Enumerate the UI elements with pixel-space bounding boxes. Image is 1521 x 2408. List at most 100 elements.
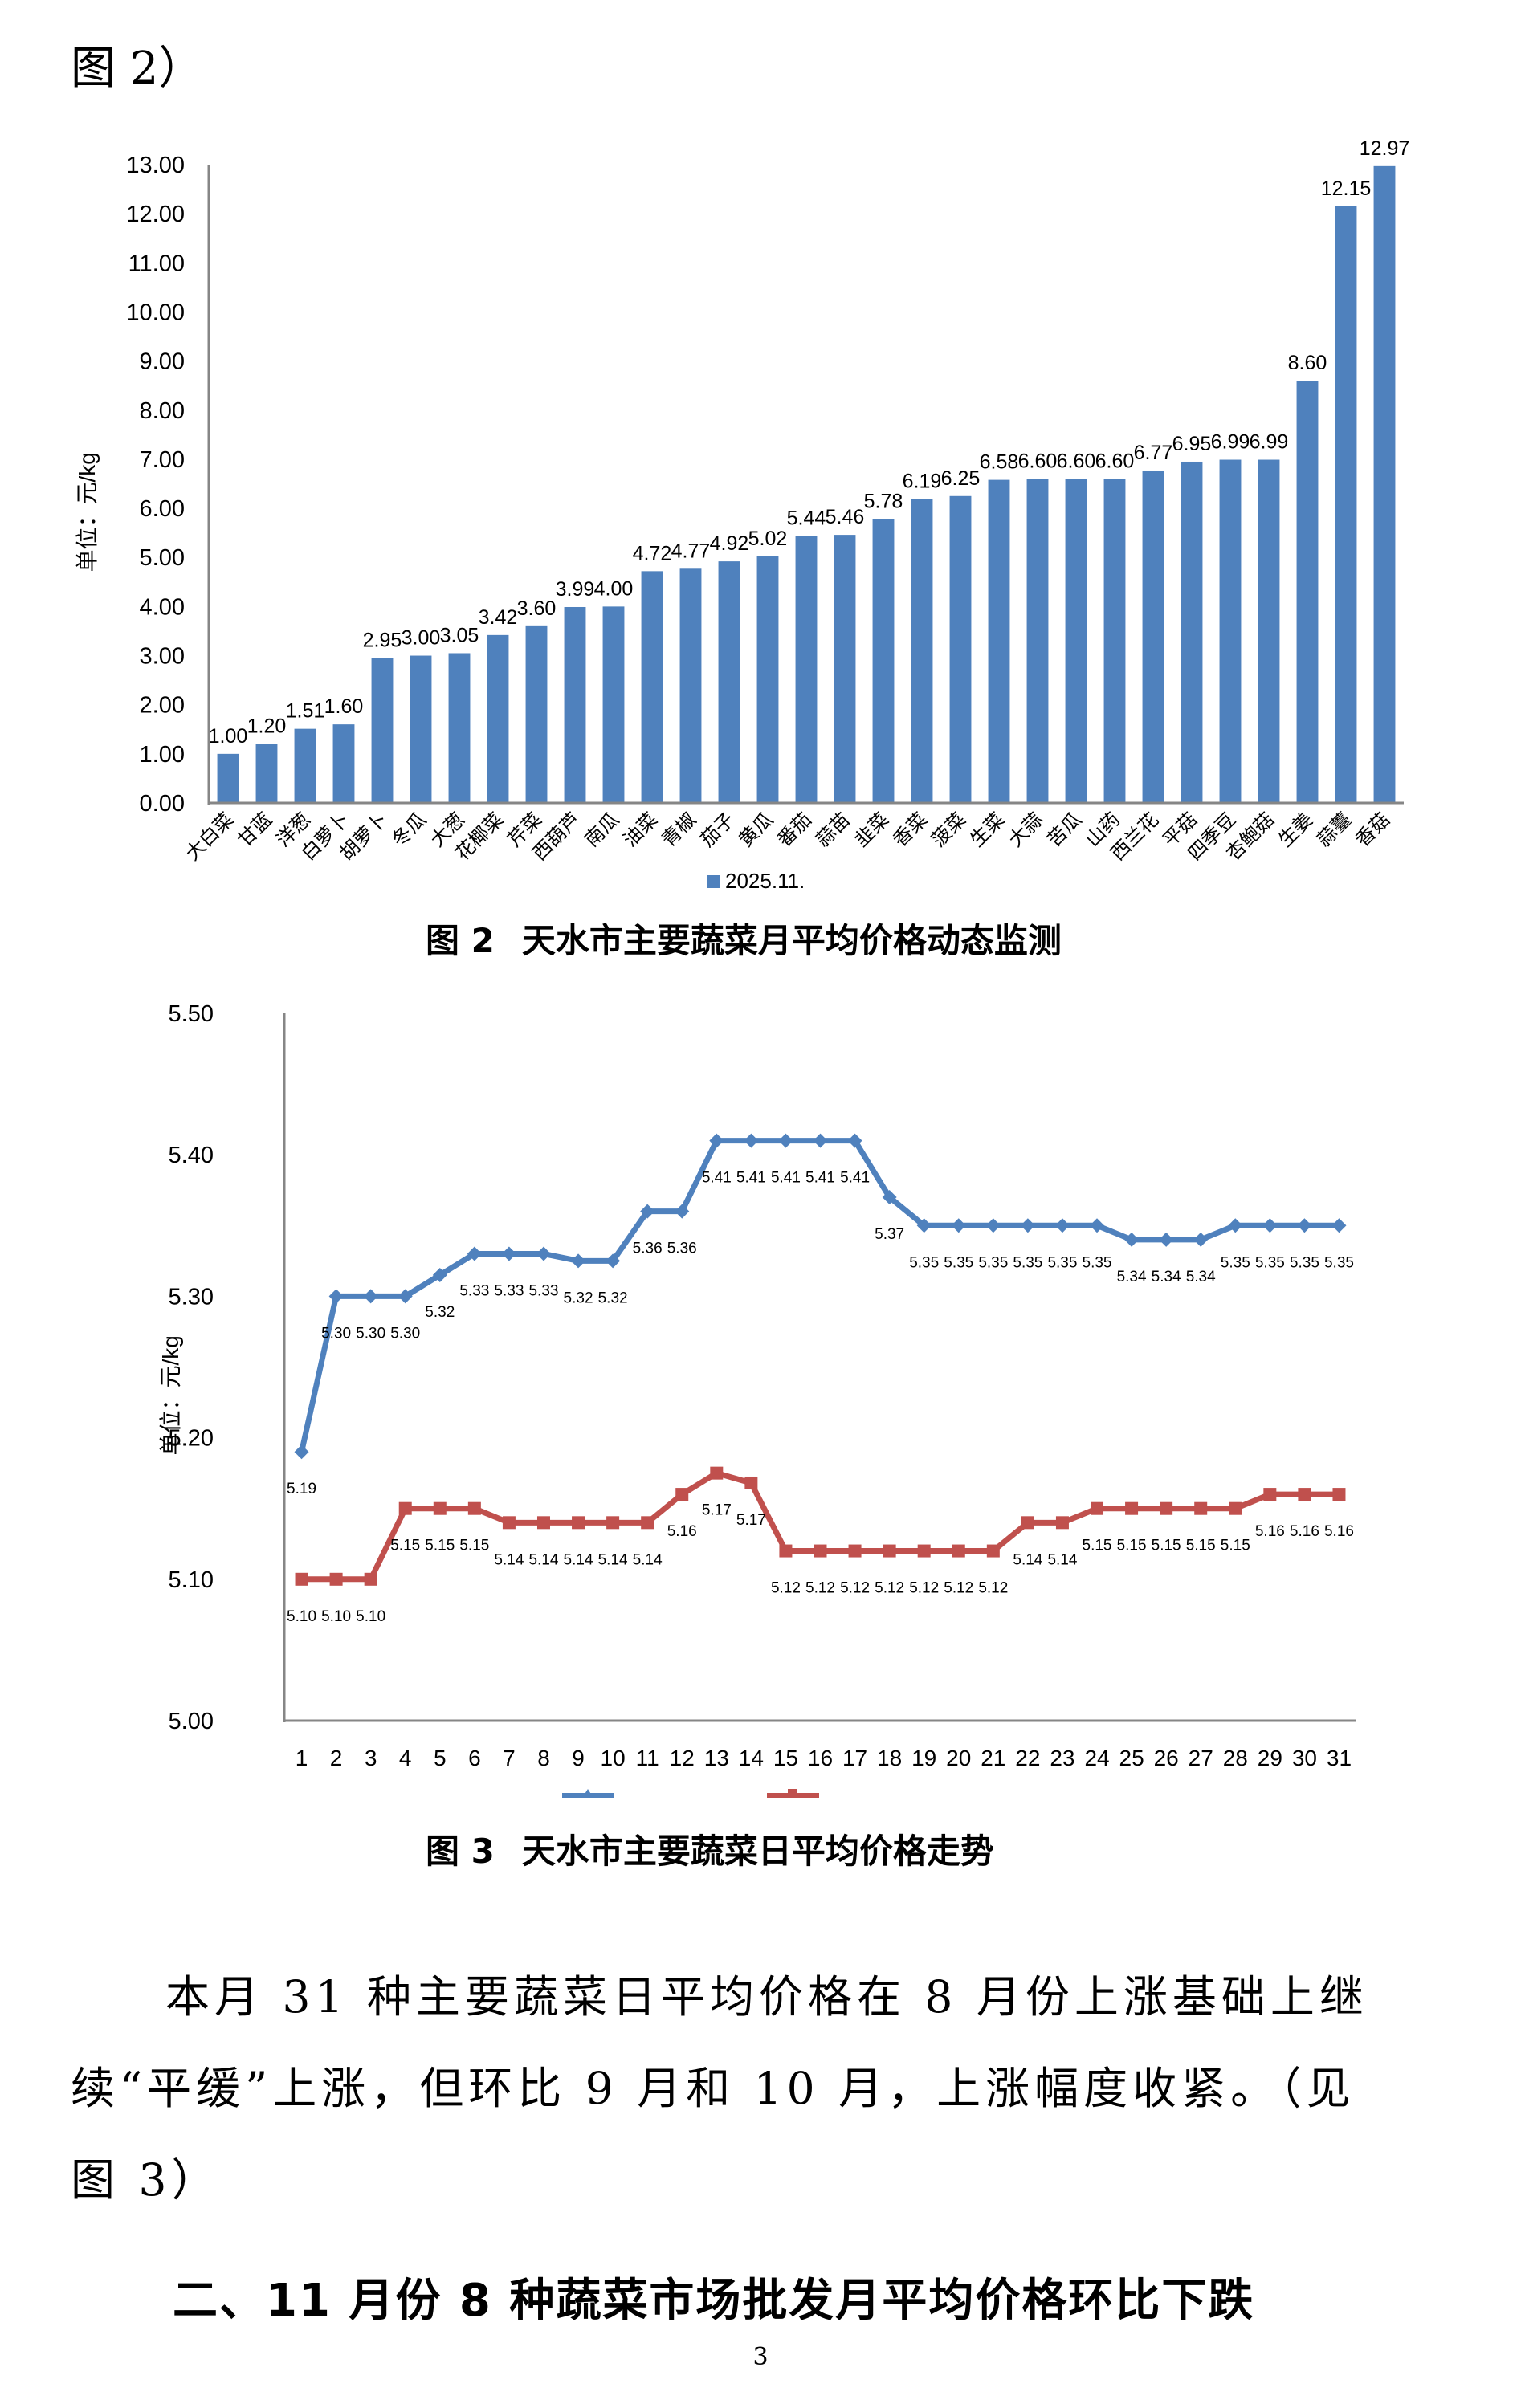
point-value-label: 5.35 (909, 1254, 939, 1271)
point-value-label: 5.41 (702, 1170, 732, 1187)
point-value-label: 5.41 (736, 1170, 766, 1187)
square-marker (744, 1476, 758, 1489)
y-tick-label: 8.00 (140, 398, 185, 424)
x-tick-label: 21 (981, 1746, 1005, 1770)
point-value-label: 5.12 (944, 1580, 973, 1597)
diamond-marker (640, 1204, 655, 1219)
bar (448, 653, 471, 803)
point-value-label: 5.30 (390, 1325, 420, 1342)
y-tick-label: 5.00 (140, 545, 185, 571)
bar-value-label: 4.72 (633, 542, 672, 564)
section-heading: 二、11 月份 8 种蔬菜市场批发月平均价格环比下跌 (173, 2275, 1255, 2327)
point-value-label: 5.35 (1255, 1254, 1285, 1271)
legend-swatch (707, 875, 720, 888)
x-tick-label: 14 (739, 1746, 764, 1770)
y-tick-label: 5.30 (169, 1284, 214, 1310)
x-tick-label: 10 (601, 1746, 626, 1770)
x-tick-label: 26 (1154, 1746, 1179, 1770)
point-value-label: 5.15 (1152, 1538, 1181, 1554)
point-value-label: 5.15 (1117, 1538, 1147, 1554)
square-marker (398, 1501, 412, 1515)
point-value-label: 5.34 (1117, 1269, 1147, 1285)
x-tick-label: 30 (1292, 1746, 1317, 1770)
point-value-label: 5.14 (598, 1551, 628, 1568)
bar-value-label: 12.15 (1321, 177, 1372, 200)
bar-value-label: 6.25 (941, 467, 981, 490)
diamond-marker (951, 1218, 966, 1233)
x-tick-label: 28 (1223, 1746, 1248, 1770)
square-marker (502, 1516, 516, 1530)
point-value-label: 5.32 (598, 1290, 628, 1306)
point-value-label: 5.15 (425, 1538, 455, 1554)
bar (988, 479, 1010, 803)
diamond-marker (675, 1204, 690, 1219)
diamond-marker (432, 1267, 447, 1282)
point-value-label: 5.10 (287, 1608, 316, 1625)
diamond-marker (1020, 1218, 1035, 1233)
x-tick-label: 23 (1050, 1746, 1074, 1770)
point-value-label: 5.12 (805, 1580, 835, 1597)
diamond-marker (1193, 1232, 1209, 1247)
y-tick-label: 3.00 (140, 644, 185, 670)
bar-value-label: 3.60 (517, 597, 557, 620)
x-tick-label: 6 (468, 1746, 481, 1770)
bar (294, 728, 316, 803)
bar (756, 556, 779, 803)
bar-value-label: 8.60 (1288, 352, 1327, 374)
square-marker (986, 1544, 1000, 1558)
point-value-label: 5.12 (771, 1580, 801, 1597)
bar-value-label: 5.78 (864, 491, 903, 513)
square-marker (814, 1544, 827, 1558)
bar (949, 495, 972, 803)
bar (679, 568, 702, 803)
x-tick-label: 18 (877, 1746, 902, 1770)
square-marker (848, 1544, 862, 1558)
bar (1219, 459, 1242, 803)
square-marker (710, 1466, 724, 1480)
square-marker (606, 1516, 620, 1530)
point-value-label: 5.32 (425, 1304, 455, 1321)
bar-value-label: 4.00 (594, 577, 634, 600)
diamond-marker (1228, 1218, 1243, 1233)
point-value-label: 5.15 (390, 1538, 420, 1554)
y-tick-label: 10.00 (126, 299, 185, 325)
x-tick-label: 29 (1258, 1746, 1282, 1770)
bar-value-label: 4.77 (671, 540, 711, 562)
point-value-label: 5.41 (805, 1170, 835, 1187)
square-marker (779, 1544, 793, 1558)
bar (1296, 381, 1319, 804)
point-value-label: 5.10 (321, 1608, 351, 1625)
square-marker (433, 1501, 447, 1515)
square-marker (641, 1516, 654, 1530)
diamond-marker (916, 1218, 932, 1233)
bar-value-label: 6.60 (1018, 450, 1058, 472)
y-tick-label: 0.00 (140, 791, 185, 817)
y-axis-label: 单位：元/kg (158, 1335, 183, 1455)
bar (1335, 206, 1357, 803)
square-marker (1229, 1501, 1242, 1515)
y-tick-label: 9.00 (140, 349, 185, 375)
point-value-label: 5.33 (528, 1283, 558, 1300)
bar (834, 535, 856, 803)
y-tick-label: 2.00 (140, 693, 185, 719)
bar (872, 519, 895, 803)
diamond-marker (744, 1133, 759, 1148)
square-marker (675, 1488, 689, 1501)
point-value-label: 5.41 (771, 1170, 801, 1187)
bar-value-label: 6.58 (980, 451, 1019, 474)
diamond-marker (363, 1289, 378, 1304)
x-tick-label: 15 (773, 1746, 798, 1770)
point-value-label: 5.34 (1152, 1269, 1181, 1285)
y-tick-label: 5.00 (169, 1709, 214, 1734)
y-tick-label: 12.00 (126, 202, 185, 227)
diamond-marker (1297, 1218, 1312, 1233)
diamond-marker (571, 1253, 586, 1269)
square-marker (1194, 1501, 1208, 1515)
bar (332, 724, 355, 803)
bar (795, 536, 818, 803)
square-marker (1263, 1488, 1277, 1501)
point-value-label: 5.15 (1221, 1538, 1250, 1554)
bar-value-label: 5.44 (787, 507, 826, 529)
bar-value-label: 3.05 (440, 624, 479, 646)
x-tick-label: 25 (1119, 1746, 1144, 1770)
